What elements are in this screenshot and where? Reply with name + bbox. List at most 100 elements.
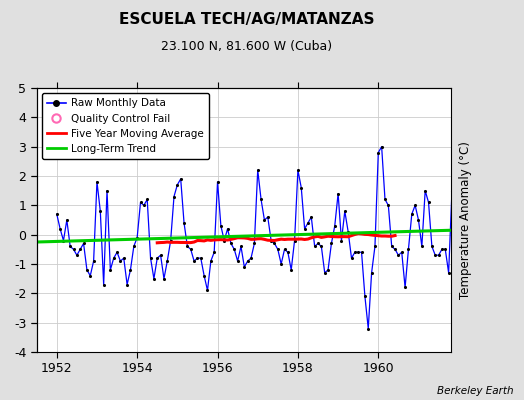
Point <box>384 202 392 208</box>
Point <box>103 188 111 194</box>
Point <box>411 202 419 208</box>
Point <box>250 240 258 247</box>
Point <box>428 243 436 250</box>
Point <box>79 240 88 247</box>
Point <box>116 258 125 264</box>
Point <box>217 223 225 229</box>
Point <box>424 199 433 206</box>
Text: ESCUELA TECH/AG/MATANZAS: ESCUELA TECH/AG/MATANZAS <box>118 12 374 27</box>
Point <box>374 149 383 156</box>
Point <box>170 193 178 200</box>
Point <box>404 246 412 252</box>
Point <box>391 246 399 252</box>
Point <box>119 255 128 261</box>
Point <box>478 267 486 273</box>
Point <box>86 272 94 279</box>
Point <box>56 226 64 232</box>
Point <box>475 258 483 264</box>
Point <box>381 196 389 203</box>
Point <box>341 208 349 214</box>
Point <box>488 249 496 256</box>
Point <box>461 226 470 232</box>
Point <box>471 261 479 267</box>
Legend: Raw Monthly Data, Quality Control Fail, Five Year Moving Average, Long-Term Tren: Raw Monthly Data, Quality Control Fail, … <box>42 93 209 159</box>
Point <box>408 211 416 217</box>
Point <box>418 243 426 250</box>
Point <box>351 249 359 256</box>
Point <box>180 220 188 226</box>
Point <box>377 144 386 150</box>
Point <box>465 226 473 232</box>
Point <box>267 237 275 244</box>
Point <box>76 246 84 252</box>
Point <box>492 226 500 232</box>
Point <box>106 267 115 273</box>
Point <box>361 293 369 300</box>
Y-axis label: Temperature Anomaly (°C): Temperature Anomaly (°C) <box>459 141 472 299</box>
Point <box>300 226 309 232</box>
Point <box>485 258 493 264</box>
Point <box>230 246 238 252</box>
Point <box>240 264 248 270</box>
Point <box>133 234 141 241</box>
Point <box>257 196 265 203</box>
Point <box>371 243 379 250</box>
Point <box>83 267 91 273</box>
Point <box>237 243 245 250</box>
Point <box>364 325 373 332</box>
Point <box>398 249 406 256</box>
Point <box>129 243 138 250</box>
Point <box>187 246 195 252</box>
Point <box>163 258 171 264</box>
Point <box>314 240 322 247</box>
Point <box>177 176 185 182</box>
Point <box>357 249 366 256</box>
Point <box>244 258 252 264</box>
Point <box>96 208 104 214</box>
Point <box>324 267 332 273</box>
Point <box>414 217 423 223</box>
Point <box>290 237 299 244</box>
Point <box>93 179 101 185</box>
Point <box>69 246 78 252</box>
Point <box>200 272 209 279</box>
Point <box>140 202 148 208</box>
Point <box>434 252 443 258</box>
Point <box>156 252 165 258</box>
Point <box>143 196 151 203</box>
Text: Berkeley Earth: Berkeley Earth <box>437 386 514 396</box>
Point <box>334 190 342 197</box>
Point <box>448 188 456 194</box>
Point <box>110 255 118 261</box>
Point <box>183 243 192 250</box>
Point <box>367 270 376 276</box>
Point <box>401 284 409 291</box>
Point <box>431 252 440 258</box>
Point <box>247 255 255 261</box>
Point <box>73 252 81 258</box>
Point <box>354 249 363 256</box>
Point <box>136 199 145 206</box>
Point <box>454 188 463 194</box>
Point <box>123 281 132 288</box>
Point <box>167 237 175 244</box>
Point <box>468 243 476 250</box>
Point <box>260 217 269 223</box>
Text: 23.100 N, 81.600 W (Cuba): 23.100 N, 81.600 W (Cuba) <box>161 40 332 53</box>
Point <box>307 214 315 220</box>
Point <box>66 243 74 250</box>
Point <box>190 258 198 264</box>
Point <box>317 243 325 250</box>
Point <box>337 237 346 244</box>
Point <box>327 240 335 247</box>
Point <box>254 167 262 173</box>
Point <box>203 287 212 294</box>
Point <box>210 249 219 256</box>
Point <box>193 255 202 261</box>
Point <box>458 184 466 191</box>
Point <box>421 188 429 194</box>
Point <box>451 188 460 194</box>
Point <box>283 249 292 256</box>
Point <box>227 240 235 247</box>
Point <box>146 255 155 261</box>
